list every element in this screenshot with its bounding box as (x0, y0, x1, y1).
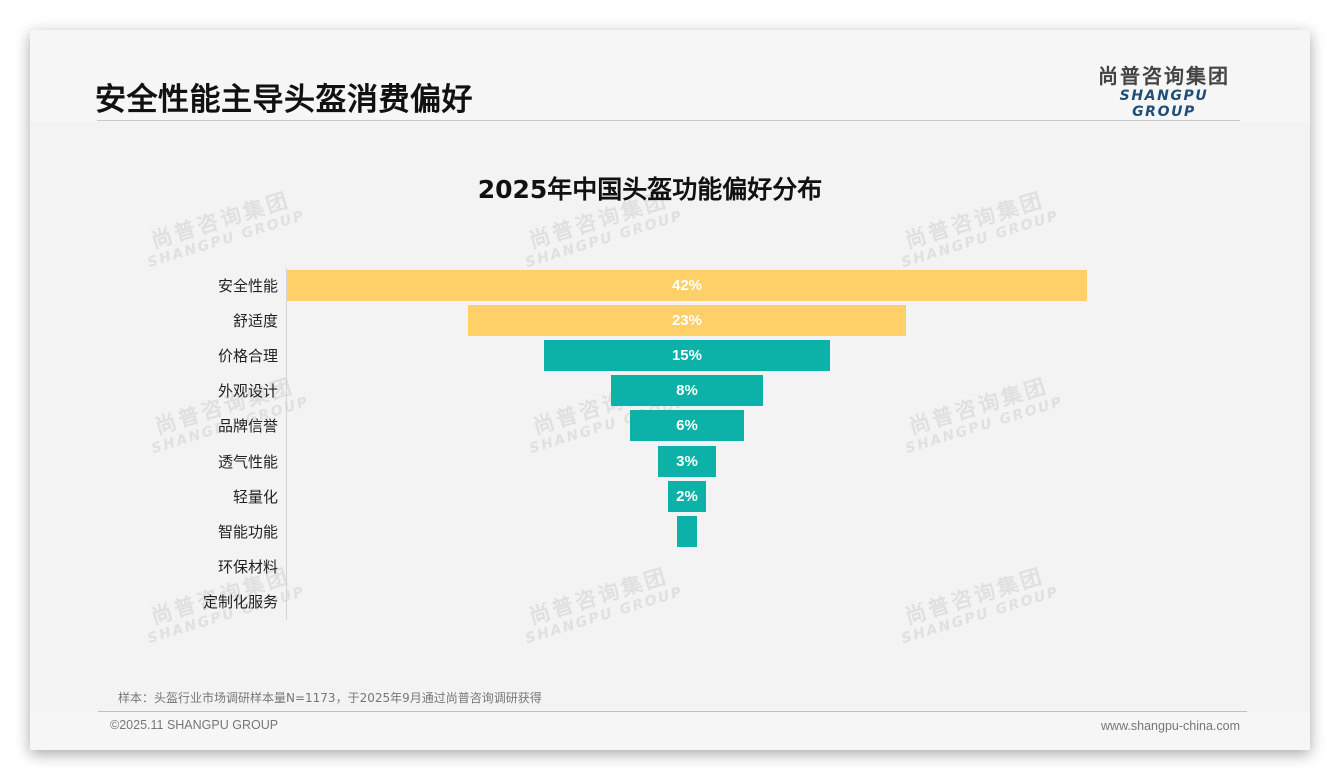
funnel-bar (677, 515, 697, 547)
watermark: 尚普咨询集团 SHANGPU GROUP (903, 373, 1066, 458)
category-label: 外观设计 (217, 382, 278, 401)
watermark: 尚普咨询集团 SHANGPU GROUP (523, 563, 686, 648)
footer-band (30, 712, 1310, 750)
bar-value-label: 15% (671, 347, 702, 365)
page-title: 安全性能主导头盔消费偏好 (95, 82, 473, 118)
bar-value-label: 42% (671, 277, 703, 294)
logo-text-en: SHANGPU GROUP (1119, 88, 1209, 120)
logo-text-cn: 尚普咨询集团 (1098, 64, 1230, 88)
chart-title: 2025年中国头盔功能偏好分布 (477, 175, 823, 204)
funnel-bar: 3% (658, 445, 716, 477)
bar-value-label: 3% (676, 452, 698, 470)
bar-value-label: 2% (676, 487, 698, 505)
category-label: 定制化服务 (202, 592, 278, 611)
category-label: 智能功能 (217, 522, 278, 541)
category-label: 环保材料 (217, 557, 278, 576)
category-label: 价格合理 (217, 347, 278, 366)
footer-divider (98, 711, 1247, 712)
category-label: 轻量化 (232, 487, 278, 506)
funnel-bar: 42% (287, 270, 1087, 301)
sample-note: 样本：头盔行业市场调研样本量N=1173，于2025年9月通过尚普咨询调研获得 (118, 691, 542, 705)
category-label: 透气性能 (217, 452, 278, 471)
category-label: 品牌信誉 (217, 417, 278, 436)
bar-value-label: 6% (676, 417, 698, 435)
copyright: ©2025.11 SHANGPU GROUP (110, 718, 279, 732)
funnel-bar: 2% (667, 480, 707, 512)
funnel-bar: 8% (610, 375, 764, 407)
title-divider (97, 120, 1240, 121)
category-axis (286, 268, 287, 620)
company-logo: 尚普咨询集团 SHANGPU GROUP (1088, 64, 1240, 120)
bar-value-label: 23% (671, 312, 702, 330)
category-label: 安全性能 (217, 277, 278, 295)
funnel-bar: 23% (467, 305, 907, 337)
category-label: 舒适度 (232, 312, 278, 331)
bar-value-label: 8% (676, 382, 698, 400)
funnel-bar: 6% (629, 410, 745, 442)
header-band (30, 30, 1310, 122)
watermark: 尚普咨询集团 SHANGPU GROUP (899, 563, 1062, 648)
funnel-bar: 15% (544, 340, 830, 372)
website-link[interactable]: www.shangpu-china.com (1101, 719, 1240, 733)
slide: 安全性能主导头盔消费偏好 尚普咨询集团 SHANGPU GROUP 尚普咨询集团… (30, 30, 1310, 750)
